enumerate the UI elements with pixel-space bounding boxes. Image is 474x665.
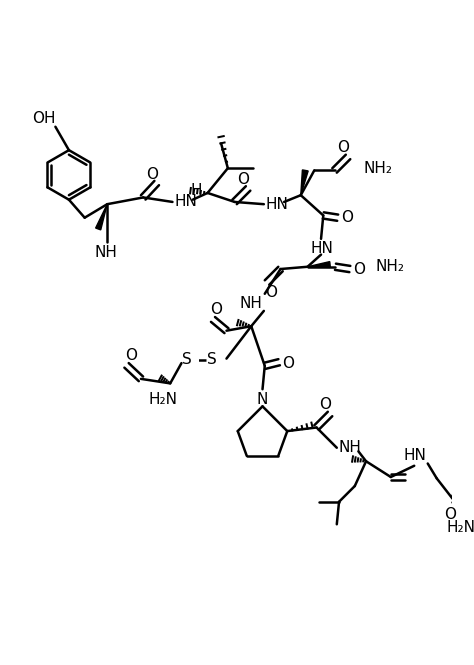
Text: N: N xyxy=(257,392,268,406)
Text: O: O xyxy=(210,302,223,317)
Text: O: O xyxy=(319,396,331,412)
Text: NH: NH xyxy=(240,296,263,311)
Text: O: O xyxy=(282,356,294,371)
Text: S: S xyxy=(182,352,192,367)
Text: H₂N: H₂N xyxy=(149,392,178,406)
Text: HN: HN xyxy=(266,197,289,211)
Text: OH: OH xyxy=(32,111,56,126)
Text: NH: NH xyxy=(95,245,118,260)
Text: HN: HN xyxy=(310,241,333,256)
Polygon shape xyxy=(301,170,308,196)
Text: S: S xyxy=(207,352,217,367)
Text: H: H xyxy=(191,183,202,198)
Text: O: O xyxy=(337,140,349,156)
Text: O: O xyxy=(341,210,353,225)
Text: O: O xyxy=(146,166,158,182)
Text: NH₂: NH₂ xyxy=(375,259,404,274)
Text: O: O xyxy=(353,261,365,277)
Text: NH₂: NH₂ xyxy=(364,161,393,176)
Polygon shape xyxy=(308,261,330,267)
Text: NH: NH xyxy=(339,440,362,456)
Text: O: O xyxy=(444,507,456,522)
Text: O: O xyxy=(237,172,250,187)
Text: H₂N: H₂N xyxy=(446,521,474,535)
Polygon shape xyxy=(96,204,107,230)
Text: HN: HN xyxy=(174,194,197,209)
Text: O: O xyxy=(125,348,137,363)
Text: O: O xyxy=(265,285,277,300)
Text: HN: HN xyxy=(404,448,427,464)
